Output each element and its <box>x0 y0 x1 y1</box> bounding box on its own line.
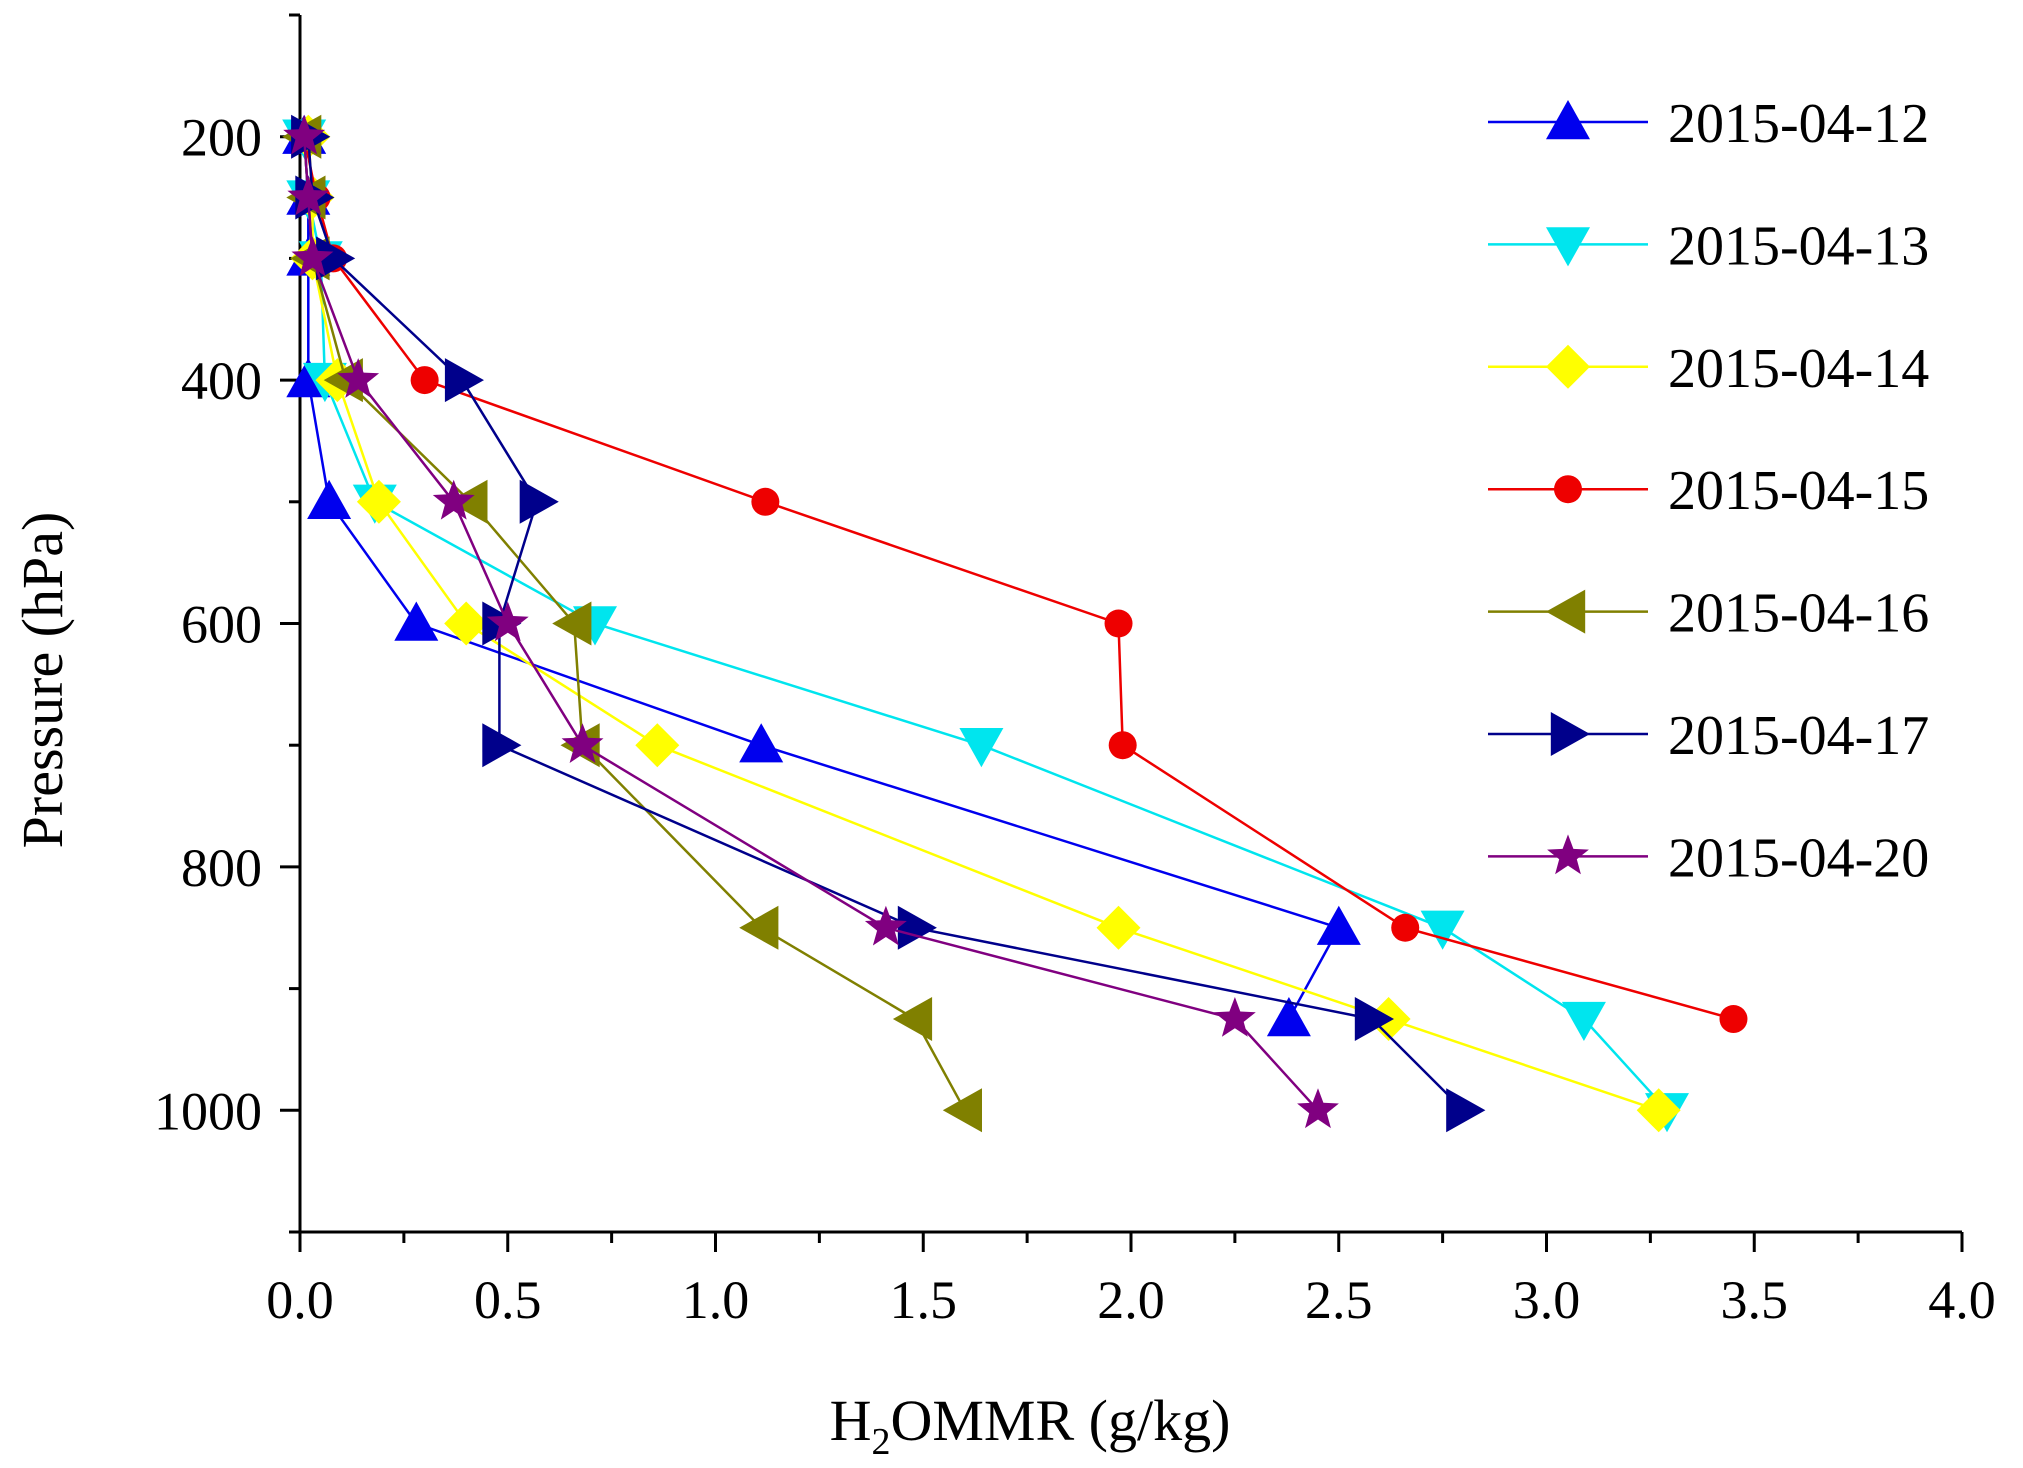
data-point-2015-04-12-8 <box>1266 997 1311 1037</box>
legend-marker <box>1550 712 1590 756</box>
legend-item-2015-04-12: 2015-04-12 <box>1488 93 1929 155</box>
data-point-2015-04-13-6 <box>959 728 1004 768</box>
data-point-2015-04-17-6 <box>482 723 522 768</box>
data-point-2015-04-17-9 <box>1446 1088 1486 1133</box>
x-tick-label: 3.5 <box>1721 1270 1789 1330</box>
data-point-2015-04-17-7 <box>897 905 937 950</box>
y-tick-label: 600 <box>181 595 262 655</box>
data-point-2015-04-15-6 <box>1108 731 1137 760</box>
y-tick-label: 1000 <box>154 1081 262 1141</box>
series-line-2015-04-13 <box>302 136 1668 1112</box>
legend-label: 2015-04-13 <box>1668 215 1929 277</box>
y-tick-label: 200 <box>181 108 262 168</box>
x-axis-title: H2OMMR (g/kg) <box>830 1388 1231 1463</box>
legend-label: 2015-04-17 <box>1668 705 1929 767</box>
data-point-2015-04-15-8 <box>1719 1005 1748 1034</box>
data-point-2015-04-20-1 <box>287 175 330 216</box>
legend-item-2015-04-15: 2015-04-15 <box>1488 460 1929 522</box>
data-point-2015-04-14-7 <box>1096 905 1141 950</box>
data-point-2015-04-20-7 <box>864 905 907 946</box>
data-point-2015-04-16-7 <box>739 905 779 950</box>
x-tick-label: 1.5 <box>890 1270 958 1330</box>
legend-label: 2015-04-20 <box>1668 827 1929 889</box>
data-point-2015-04-16-4 <box>448 479 488 524</box>
x-tick-label: 2.0 <box>1097 1270 1165 1330</box>
x-axis-title-rest: OMMR (g/kg) <box>890 1388 1230 1453</box>
series-line-2015-04-17 <box>307 136 1465 1112</box>
legend-marker <box>1554 475 1582 504</box>
data-point-2015-04-15-7 <box>1391 913 1420 942</box>
data-point-2015-04-20-5 <box>486 601 529 642</box>
data-point-2015-04-13-8 <box>1561 1001 1606 1041</box>
data-point-2015-04-20-9 <box>1297 1088 1339 1129</box>
legend-item-2015-04-20: 2015-04-20 <box>1488 827 1929 889</box>
data-point-2015-04-14-4 <box>356 479 401 524</box>
data-point-2015-04-20-3 <box>337 358 380 398</box>
data-point-2015-04-17-3 <box>444 358 484 403</box>
x-tick-label: 1.0 <box>682 1270 750 1330</box>
legend-marker <box>1546 227 1590 267</box>
data-point-2015-04-13-7 <box>1420 910 1465 950</box>
legend-item-2015-04-14: 2015-04-14 <box>1488 338 1929 400</box>
legend-marker <box>1546 344 1590 389</box>
data-point-2015-04-14-9 <box>1636 1088 1681 1133</box>
plot-area <box>282 114 1748 1133</box>
y-tick-label: 800 <box>181 838 262 898</box>
data-point-2015-04-17-2 <box>316 236 356 281</box>
data-point-2015-04-16-5 <box>552 601 592 646</box>
data-point-2015-04-15-3 <box>410 366 439 395</box>
data-point-2015-04-14-5 <box>444 601 489 646</box>
x-tick-label: 3.0 <box>1513 1270 1581 1330</box>
legend-label: 2015-04-16 <box>1668 583 1929 645</box>
data-point-2015-04-12-6 <box>739 723 784 763</box>
series-line-2015-04-14 <box>307 136 1660 1112</box>
x-axis-title-main: H <box>830 1388 872 1453</box>
legend-marker <box>1547 834 1589 875</box>
legend-marker <box>1546 100 1590 140</box>
data-point-2015-04-17-8 <box>1354 997 1394 1041</box>
data-point-2015-04-12-7 <box>1316 905 1361 945</box>
y-tick-label: 400 <box>181 351 262 411</box>
data-point-2015-04-20-8 <box>1214 997 1256 1037</box>
x-tick-label: 2.5 <box>1305 1270 1373 1330</box>
legend-item-2015-04-16: 2015-04-16 <box>1488 583 1929 645</box>
legend-marker <box>1546 589 1586 634</box>
data-point-2015-04-17-4 <box>519 479 559 524</box>
axes: 0.0 0.5 1.0 1.5 2.0 2.5 3.0 3.5 4.0 200 400 600 800 1… <box>154 13 1996 1330</box>
legend-label: 2015-04-12 <box>1668 93 1929 155</box>
data-point-2015-04-12-5 <box>394 601 439 641</box>
legend-label: 2015-04-15 <box>1668 460 1929 522</box>
data-point-2015-04-15-5 <box>1104 609 1133 638</box>
legend-label: 2015-04-14 <box>1668 338 1929 400</box>
x-tick-label: 0.5 <box>474 1270 542 1330</box>
data-point-2015-04-20-4 <box>432 479 475 520</box>
legend: 2015-04-12 2015-04-13 2015-04-14 2015-04-15… <box>1488 93 1929 889</box>
data-point-2015-04-20-0 <box>283 114 326 155</box>
x-tick-label: 0.0 <box>266 1270 334 1330</box>
data-point-2015-04-14-6 <box>635 723 680 768</box>
data-point-2015-04-20-2 <box>291 236 334 277</box>
data-point-2015-04-12-4 <box>307 479 352 519</box>
legend-item-2015-04-13: 2015-04-13 <box>1488 215 1929 277</box>
series-line-2015-04-20 <box>302 136 1319 1112</box>
y-axis-title: Pressure (hPa) <box>10 512 75 849</box>
x-tick-label: 4.0 <box>1928 1270 1996 1330</box>
data-point-2015-04-16-9 <box>942 1088 982 1133</box>
data-point-2015-04-15-4 <box>751 487 780 516</box>
x-axis-title-subscript: 2 <box>871 1421 890 1463</box>
data-point-2015-04-16-8 <box>892 997 933 1041</box>
series-2015-04-20 <box>283 114 1339 1129</box>
legend-item-2015-04-17: 2015-04-17 <box>1488 705 1929 767</box>
data-point-2015-04-20-6 <box>561 723 604 763</box>
